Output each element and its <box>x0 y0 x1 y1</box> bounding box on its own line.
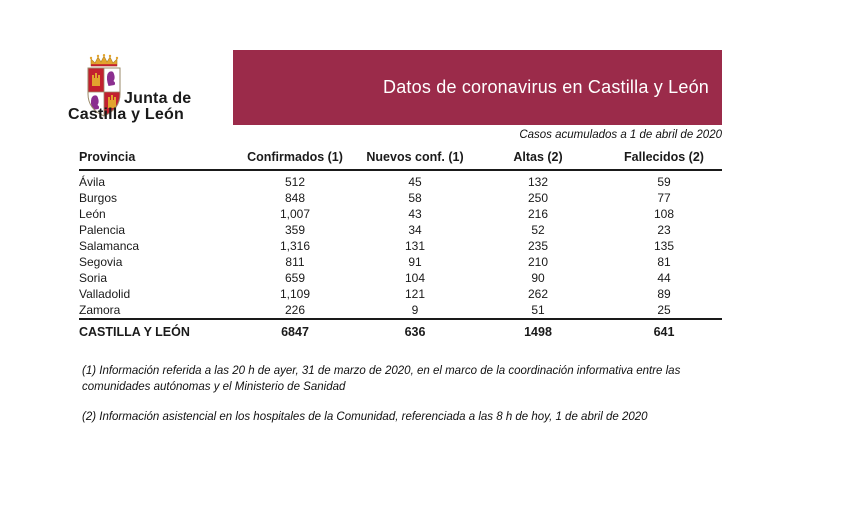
cell-fallecidos: 81 <box>657 255 671 269</box>
cell-confirmados: 512 <box>284 175 306 189</box>
cell-altas: 250 <box>527 191 549 205</box>
col-header-nuevos: Nuevos conf. (1) <box>360 150 470 171</box>
cell-confirmados: 1,007 <box>279 207 311 221</box>
total-nuevos: 636 <box>360 318 470 343</box>
footnote-1: (1) Información referida a las 20 h de a… <box>82 365 681 393</box>
cell-nuevos: 58 <box>408 191 422 205</box>
table-total-row: CASTILLA Y LEÓN 6847 636 1498 641 <box>79 318 722 343</box>
lion-icon <box>106 71 116 86</box>
cell-nuevos: 131 <box>404 239 426 253</box>
cell-fallecidos: 59 <box>657 175 671 189</box>
title-banner: Datos de coronavirus en Castilla y León <box>233 50 722 125</box>
lion-icon <box>90 95 100 110</box>
table-row: Soria 659 104 90 44 <box>79 270 722 286</box>
coat-of-arms-icon <box>87 54 121 117</box>
cell-altas: 235 <box>527 239 549 253</box>
total-provincia: CASTILLA Y LEÓN <box>79 318 230 343</box>
table-row: Zamora 226 9 51 25 <box>79 302 722 319</box>
cell-confirmados: 811 <box>285 255 305 269</box>
table-row: Valladolid 1,109 121 262 89 <box>79 286 722 302</box>
table-row: Ávila 512 45 132 59 <box>79 170 722 190</box>
cell-altas: 216 <box>527 207 549 221</box>
table-row: Salamanca 1,316 131 235 135 <box>79 238 722 254</box>
cell-confirmados: 659 <box>284 271 306 285</box>
cell-fallecidos: 23 <box>657 223 671 237</box>
cell-confirmados: 848 <box>284 191 306 205</box>
table-row: Burgos 848 58 250 77 <box>79 190 722 206</box>
cell-confirmados: 226 <box>284 303 306 317</box>
cell-provincia: Segovia <box>79 255 123 269</box>
table-row: León 1,007 43 216 108 <box>79 206 722 222</box>
cell-altas: 262 <box>527 287 549 301</box>
total-fallecidos: 641 <box>606 318 722 343</box>
total-altas: 1498 <box>470 318 606 343</box>
shield-icon <box>87 67 121 117</box>
cell-confirmados: 1,109 <box>279 287 311 301</box>
footnote-2: (2) Información asistencial en los hospi… <box>82 411 648 423</box>
table-row: Palencia 359 34 52 23 <box>79 222 722 238</box>
junta-castilla-leon-logo: Junta de Castilla y León <box>66 52 206 124</box>
cell-nuevos: 43 <box>408 207 422 221</box>
cell-confirmados: 359 <box>284 223 306 237</box>
table-header: Provincia Confirmados (1) Nuevos conf. (… <box>79 150 722 171</box>
cell-nuevos: 34 <box>408 223 422 237</box>
cell-provincia: Soria <box>79 271 108 285</box>
cell-provincia: Ávila <box>79 175 106 189</box>
cell-fallecidos: 89 <box>657 287 671 301</box>
cell-nuevos: 104 <box>404 271 426 285</box>
cell-provincia: Palencia <box>79 223 126 237</box>
cell-provincia: León <box>79 207 106 221</box>
cell-nuevos: 9 <box>411 303 419 317</box>
cell-fallecidos: 25 <box>657 303 671 317</box>
cell-confirmados: 1,316 <box>279 239 311 253</box>
page-title: Datos de coronavirus en Castilla y León <box>383 77 709 97</box>
cell-provincia: Zamora <box>79 303 121 317</box>
cell-altas: 90 <box>531 271 545 285</box>
cell-altas: 210 <box>527 255 549 269</box>
logo-text-line2: Castilla y León <box>68 106 184 123</box>
col-header-fallecidos: Fallecidos (2) <box>606 150 722 171</box>
cell-fallecidos: 44 <box>657 271 671 285</box>
table-row: Segovia 811 91 210 81 <box>79 254 722 270</box>
cell-nuevos: 121 <box>404 287 426 301</box>
cell-fallecidos: 77 <box>657 191 671 205</box>
cell-altas: 52 <box>531 223 545 237</box>
col-header-provincia: Provincia <box>79 150 230 171</box>
cell-nuevos: 91 <box>408 255 422 269</box>
cell-fallecidos: 108 <box>653 207 675 221</box>
cell-provincia: Valladolid <box>79 287 131 301</box>
logo-text-line1: Junta de <box>124 90 192 107</box>
total-confirmados: 6847 <box>230 318 360 343</box>
crown-icon <box>89 54 119 67</box>
cell-fallecidos: 135 <box>653 239 675 253</box>
cell-provincia: Burgos <box>79 191 118 205</box>
cell-provincia: Salamanca <box>79 239 140 253</box>
col-header-confirmados: Confirmados (1) <box>230 150 360 171</box>
col-header-altas: Altas (2) <box>470 150 606 171</box>
cell-altas: 51 <box>531 303 545 317</box>
covid-data-table: Provincia Confirmados (1) Nuevos conf. (… <box>79 150 722 343</box>
cell-nuevos: 45 <box>408 175 422 189</box>
subtitle-date: Casos acumulados a 1 de abril de 2020 <box>519 129 722 141</box>
cell-altas: 132 <box>527 175 549 189</box>
